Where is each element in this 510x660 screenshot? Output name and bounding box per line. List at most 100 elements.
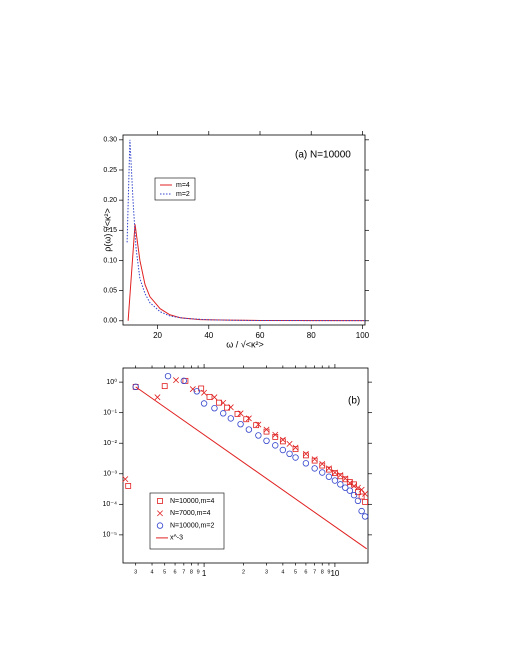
marker-circle [358,507,365,515]
marker-square [216,399,222,406]
marker-square [302,452,309,459]
marker-x [302,450,309,457]
marker-x [351,482,358,489]
marker-square [319,462,326,469]
legend-swatch [156,522,164,529]
x-tick-label: 7 [182,569,185,575]
marker-square [224,404,231,411]
marker-circle [342,484,349,491]
y-tick-label: 0.20 [103,197,117,204]
marker-x [189,386,196,393]
marker-x [354,484,361,491]
marker-square [206,393,213,400]
legend-label: N=10000,m=2 [170,522,214,529]
marker-circle [132,383,139,391]
y-tick-label: 10⁻⁴ [103,501,118,508]
marker-square [198,385,205,392]
marker-x [286,440,293,447]
marker-x [279,436,286,443]
plot-frame [122,367,369,564]
marker-square [243,416,250,423]
y-tick-label: 0.25 [103,167,117,174]
legend-swatch [157,510,163,517]
marker-square [358,493,365,500]
x-tick-label: 20 [153,331,162,340]
marker-circle [346,487,354,494]
marker-x [245,415,252,422]
marker-circle [325,473,333,480]
marker-circle [272,442,279,449]
marker-circle [220,410,227,417]
marker-circle [279,446,287,454]
marker-x [237,410,244,417]
marker-circle [180,377,188,385]
legend-swatch [157,498,163,504]
x-tick-label: 7 [313,569,316,575]
marker-square [355,489,361,496]
marker-square [362,499,368,505]
x-tick-label: 5 [294,569,297,575]
marker-x [122,476,129,483]
y-tick-label: 10⁻² [103,440,117,447]
marker-square [279,438,286,445]
y-tick-label: 0.10 [103,257,117,264]
x-tick-label: 4 [281,569,284,575]
marker-x [227,404,234,411]
y-tick-label: 10⁰ [106,378,117,386]
marker-x [319,460,326,467]
legend-label: x^-3 [170,535,183,542]
marker-square [311,457,318,464]
marker-circle [255,432,262,439]
marker-x [362,490,369,497]
marker-x [311,456,318,463]
marker-x [292,444,299,451]
marker-circle [331,477,339,484]
x-tick-label: 60 [256,331,265,340]
series-line [127,224,366,322]
x-tick-label: 40 [204,331,213,340]
y-tick-label: 0.00 [103,318,117,325]
marker-circle [311,465,318,472]
legend-label: N=7000,m=4 [170,510,211,517]
marker-circle [193,388,201,395]
x-tick-label: 5 [163,569,166,575]
y-tick-label: 10⁻¹ [103,410,117,417]
annotation: (b) [348,396,360,407]
marker-x [263,426,270,433]
x-tick-label: 9 [327,569,330,575]
marker-circle [354,497,362,505]
marker-square [326,466,332,473]
marker-circle [286,450,293,458]
legend-label: N=10000,m=4 [170,498,214,505]
marker-circle [319,469,326,476]
y-axis-label: ρ(ω) √<κ²> [102,208,112,252]
marker-circle [361,513,369,520]
marker-x [201,389,208,396]
x-tick-label: 6 [174,569,177,575]
marker-x [220,399,227,406]
marker-x [346,479,353,486]
marker-x [358,486,365,493]
marker-circle [227,415,234,422]
series-line [135,386,368,550]
marker-square [125,483,132,489]
x-tick-label: 4 [150,569,153,575]
marker-x [331,469,338,476]
x-tick-label: 80 [307,331,316,340]
annotation: (a) N=10000 [295,150,351,161]
marker-x [325,465,332,472]
marker-circle [237,420,244,428]
y-tick-label: 0.30 [103,137,117,144]
marker-x [272,431,279,438]
x-tick-label: 1 [202,569,207,578]
marker-x [342,475,349,482]
x-tick-label: 10 [330,569,339,578]
x-tick-label: 6 [304,569,307,575]
marker-x [211,394,218,401]
marker-circle [350,491,358,499]
x-tick-label: 9 [197,569,200,575]
legend-box [154,177,196,201]
marker-circle [245,426,253,433]
